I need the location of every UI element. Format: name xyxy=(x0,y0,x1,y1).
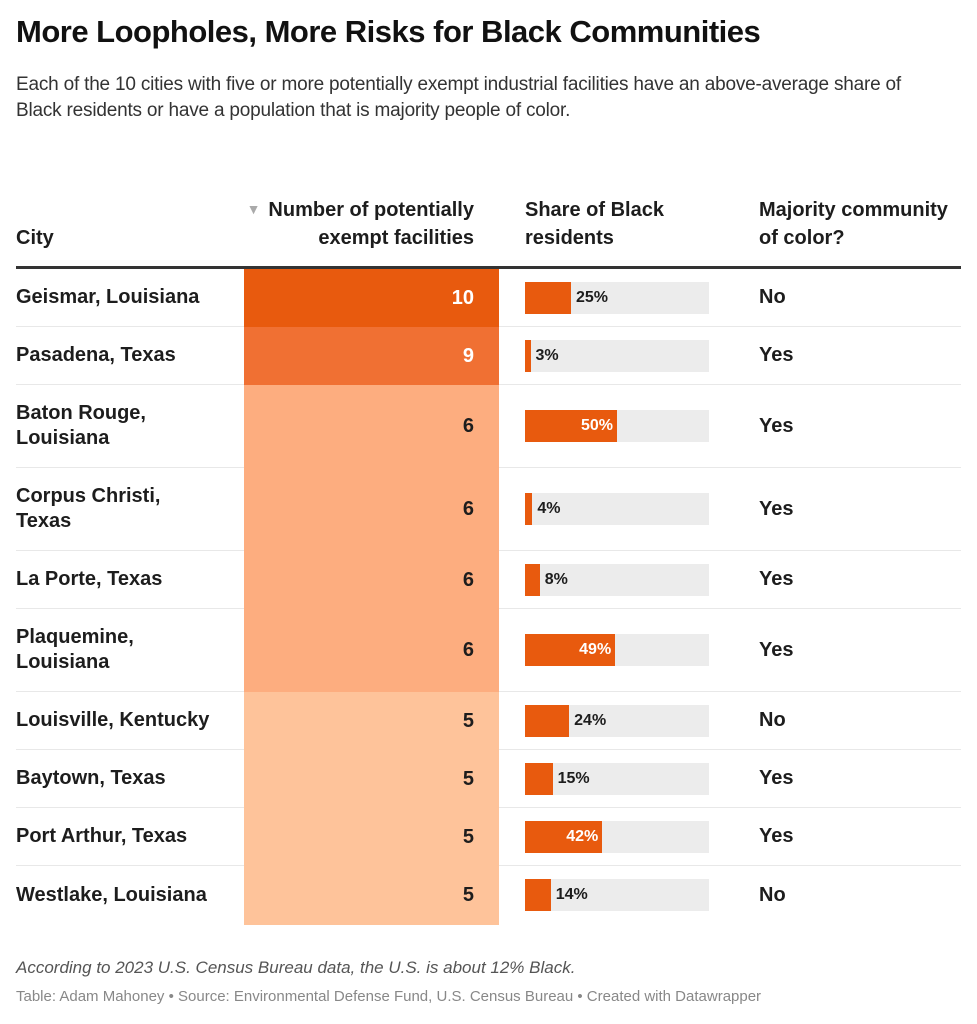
bar-track: 24% xyxy=(525,704,709,737)
cell-majority: Yes xyxy=(759,825,794,847)
cell-majority: Yes xyxy=(759,767,794,789)
column-header-city[interactable]: City xyxy=(16,227,54,249)
bar-label: 14% xyxy=(555,886,588,903)
bar-label: 4% xyxy=(537,500,561,517)
bar-label: 8% xyxy=(544,570,568,588)
table-body: Geismar, Louisiana 10 25% No Pasadena, Texas… xyxy=(16,269,961,925)
cell-city: La Porte, Texas xyxy=(16,568,163,590)
table-row: Westlake, Louisiana 5 14% No xyxy=(16,866,961,925)
bar-track: 4% xyxy=(525,493,709,525)
bar-track: 3% xyxy=(525,339,709,372)
cell-city: Westlake, Louisiana xyxy=(16,883,207,906)
bar-fill xyxy=(525,410,617,442)
bar-label: 3% xyxy=(535,346,559,364)
cell-city: Plaquemine, Louisiana xyxy=(16,626,134,673)
bar-fill xyxy=(525,493,533,525)
cell-share: 14% xyxy=(525,866,709,924)
cell-share: 25% xyxy=(525,269,709,326)
table-header: City ▼ Number of potentially exempt facil… xyxy=(16,168,961,266)
bar-track: 49% xyxy=(525,634,709,666)
cell-city: Baton Rouge, Louisiana xyxy=(16,402,146,449)
bar-label: 49% xyxy=(579,641,612,658)
table-row: Pasadena, Texas 9 3% Yes xyxy=(16,327,961,385)
bar-fill xyxy=(525,704,570,737)
cell-facilities: 6 xyxy=(244,609,499,692)
cell-city: Port Arthur, Texas xyxy=(16,825,188,847)
cell-facilities: 5 xyxy=(244,866,499,925)
cell-facilities: 6 xyxy=(244,385,499,468)
table-row: Port Arthur, Texas 5 42% Yes xyxy=(16,808,961,866)
bar-label: 42% xyxy=(566,827,599,845)
bar-fill xyxy=(525,634,616,666)
table-row: Baton Rouge, Louisiana 6 50% Yes xyxy=(16,385,961,468)
cell-facilities: 5 xyxy=(244,692,499,750)
cell-facilities: 5 xyxy=(244,808,499,866)
cell-majority: Yes xyxy=(759,344,794,366)
table-row: La Porte, Texas 6 8% Yes xyxy=(16,551,961,609)
bar-fill xyxy=(525,339,531,372)
cell-facilities: 6 xyxy=(244,551,499,609)
chart-note: According to 2023 U.S. Census Bureau dat… xyxy=(16,958,576,977)
bar-label: 25% xyxy=(576,288,609,306)
bar-label: 15% xyxy=(557,769,590,787)
cell-share: 3% xyxy=(525,327,709,384)
cell-majority: No xyxy=(759,883,786,906)
cell-city: Geismar, Louisiana xyxy=(16,286,200,308)
table-row: Geismar, Louisiana 10 25% No xyxy=(16,269,961,327)
cell-majority: No xyxy=(759,709,786,731)
cell-city: Louisville, Kentucky xyxy=(16,709,210,731)
column-header-share[interactable]: Share of Black residents xyxy=(525,199,664,249)
bar-track: 14% xyxy=(525,879,709,911)
cell-facilities: 9 xyxy=(244,327,499,385)
bar-track: 25% xyxy=(525,281,709,314)
column-header-majority[interactable]: Majority community of color? xyxy=(759,199,948,249)
cell-share: 4% xyxy=(525,468,709,550)
column-header-facilities-label: Number of potentially exempt facilities xyxy=(268,199,474,249)
table-row: Louisville, Kentucky 5 24% No xyxy=(16,692,961,750)
chart-subtitle: Each of the 10 cities with five or more … xyxy=(16,74,902,121)
column-header-facilities[interactable]: ▼ Number of potentially exempt facilities xyxy=(244,195,474,252)
bar-label: 24% xyxy=(574,711,607,729)
bar-fill xyxy=(525,281,571,314)
chart-source: Table: Adam Mahoney • Source: Environmen… xyxy=(16,988,762,1005)
cell-city: Corpus Christi, Texas xyxy=(16,485,161,532)
cell-share: 8% xyxy=(525,551,709,608)
cell-share: 50% xyxy=(525,385,709,467)
cell-share: 24% xyxy=(525,692,709,749)
sort-descending-icon: ▼ xyxy=(246,201,261,217)
cell-share: 15% xyxy=(525,750,709,807)
cell-facilities: 10 xyxy=(244,269,499,327)
bar-fill xyxy=(525,820,603,853)
cell-majority: Yes xyxy=(759,414,794,437)
cell-city: Baytown, Texas xyxy=(16,767,166,789)
cell-majority: Yes xyxy=(759,568,794,590)
table-row: Corpus Christi, Texas 6 4% Yes xyxy=(16,468,961,551)
cell-share: 42% xyxy=(525,808,709,865)
cell-majority: No xyxy=(759,286,786,308)
cell-share: 49% xyxy=(525,609,709,691)
header-rule xyxy=(16,266,961,269)
bar-track: 15% xyxy=(525,762,709,795)
bar-fill xyxy=(525,879,551,911)
table-row: Plaquemine, Louisiana 6 49% Yes xyxy=(16,609,961,692)
bar-fill xyxy=(525,563,540,596)
bar-track: 50% xyxy=(525,410,709,442)
cell-facilities: 6 xyxy=(244,468,499,551)
cell-majority: Yes xyxy=(759,638,794,661)
cell-majority: Yes xyxy=(759,497,794,520)
bar-fill xyxy=(525,762,553,795)
chart-title: More Loopholes, More Risks for Black Com… xyxy=(16,14,761,49)
table-row: Baytown, Texas 5 15% Yes xyxy=(16,750,961,808)
cell-city: Pasadena, Texas xyxy=(16,344,176,366)
bar-track: 8% xyxy=(525,563,709,596)
bar-label: 50% xyxy=(580,417,613,434)
cell-facilities: 5 xyxy=(244,750,499,808)
bar-track: 42% xyxy=(525,820,709,853)
